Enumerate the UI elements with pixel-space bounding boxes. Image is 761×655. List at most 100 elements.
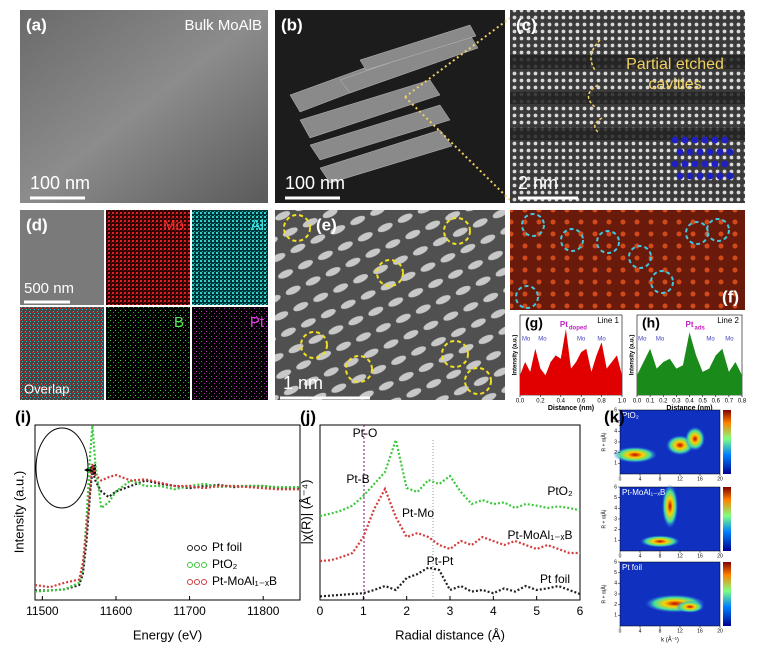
x-tick-label: 16 [697, 628, 703, 634]
legend-marker [187, 562, 193, 568]
x-tick-label: 0.7 [725, 399, 734, 405]
eds-map [192, 307, 268, 400]
x-axis-label: Energy (eV) [133, 627, 202, 642]
peak-annotation: Pt-Mo [402, 506, 434, 520]
scale-label: 500 nm [24, 280, 74, 297]
y-axis-label: Intensity (a.u.) [11, 471, 26, 553]
y-tick-label: 6 [614, 407, 617, 413]
colorbar [723, 487, 731, 551]
zoom-line [404, 17, 511, 98]
profile-area [520, 329, 622, 395]
panel-label: (h) [642, 315, 660, 331]
eds-map [20, 307, 104, 400]
x-tick-label: 1 [360, 604, 367, 618]
line-label: Line 2 [717, 316, 739, 325]
x-tick-label: 0 [619, 628, 622, 634]
panel-label: (k) [604, 407, 625, 426]
x-tick-label: 20 [717, 628, 723, 634]
map-label: B [174, 314, 184, 331]
exafs-line [319, 486, 580, 563]
map-label: Pt-MoAl₁₋ₓB [622, 488, 665, 497]
wavelet-peak [613, 446, 657, 463]
stem-image [275, 210, 505, 400]
y-tick-label: 4 [614, 506, 617, 512]
scale-label: 2 nm [518, 173, 558, 193]
legend-marker [201, 545, 207, 551]
y-tick-label: 5 [614, 495, 617, 501]
x-axis-label: k (Å⁻¹) [661, 637, 679, 644]
panel-label: (g) [525, 315, 543, 331]
stem-image [510, 210, 745, 310]
x-tick-label: 20 [717, 476, 723, 482]
x-tick-label: 1.0 [618, 399, 627, 405]
exafs-line [319, 435, 581, 518]
series-label: Pt-MoAl₁₋ₓB [508, 528, 573, 542]
y-tick-label: 1 [614, 538, 617, 544]
panel-label: (f) [722, 287, 739, 306]
x-tick-label: 0.0 [516, 399, 525, 405]
y-tick-label: 2 [614, 602, 617, 608]
spectrum-line [34, 425, 300, 593]
scale-label: 1 nm [283, 373, 323, 393]
map-label: Overlap [24, 381, 70, 396]
y-tick-label: 1 [614, 461, 617, 467]
x-axis-label: Distance (nm) [548, 405, 594, 412]
peak-label: Pt [560, 320, 568, 329]
y-tick-label: 3 [614, 516, 617, 522]
panel-label: (b) [281, 15, 303, 34]
legend-marker [194, 562, 200, 568]
x-tick-label: 0.4 [685, 399, 694, 405]
y-tick-label: 4 [614, 581, 617, 587]
pt-markers [515, 213, 730, 309]
map-label: Al [251, 217, 264, 234]
y-tick-label: 3 [614, 439, 617, 445]
x-tick-label: 4 [639, 628, 642, 634]
x-tick-label: 11700 [173, 604, 206, 618]
peak-label: Pt [686, 320, 694, 329]
eds-map [106, 307, 190, 400]
x-tick-label: 0.0 [633, 399, 642, 405]
x-tick-label: 11800 [247, 604, 280, 618]
x-tick-label: 8 [659, 476, 662, 482]
x-tick-label: 0.6 [712, 399, 721, 405]
y-tick-label: 2 [614, 450, 617, 456]
panel-label: (e) [316, 215, 337, 234]
x-tick-label: 11500 [26, 604, 59, 618]
x-tick-label: 0.3 [672, 399, 681, 405]
y-axis-label: R + α(Å) [600, 584, 607, 603]
colorbar [723, 410, 731, 474]
inset-ellipse [35, 427, 89, 509]
eds-map [106, 210, 190, 305]
element-label: Mo [706, 337, 715, 343]
x-tick-label: 3 [447, 604, 454, 618]
legend-marker [194, 545, 200, 551]
x-tick-label: 8 [659, 628, 662, 634]
wavelet-peak [676, 600, 704, 613]
x-tick-label: 0 [317, 604, 324, 618]
element-label: Mo [638, 337, 647, 343]
annotation-arrow [587, 39, 603, 133]
y-tick-label: 6 [614, 559, 617, 565]
profile-area [637, 332, 742, 395]
y-tick-label: 2 [614, 527, 617, 533]
scale-label: 100 nm [285, 173, 345, 193]
sem-image [20, 10, 268, 203]
wavelet-map [619, 561, 721, 627]
series-label: PtO₂ [547, 484, 573, 498]
y-tick-label: 1 [614, 613, 617, 619]
peak-annotation: Pt-Pt [427, 554, 454, 568]
x-tick-label: 11600 [100, 604, 133, 618]
element-label: Mo [725, 337, 734, 343]
y-axis-label: R + α(Å) [600, 432, 607, 451]
map-label: PtO₂ [622, 411, 639, 420]
y-tick-label: 5 [614, 570, 617, 576]
x-tick-label: 16 [697, 476, 703, 482]
stem-image [510, 10, 745, 203]
legend-label: PtO₂ [212, 557, 238, 571]
x-tick-label: 0.6 [577, 399, 586, 405]
legend-marker [201, 579, 207, 585]
peak-label-sub: doped [569, 326, 587, 332]
colorbar [723, 562, 731, 626]
x-tick-label: 12 [677, 553, 683, 559]
